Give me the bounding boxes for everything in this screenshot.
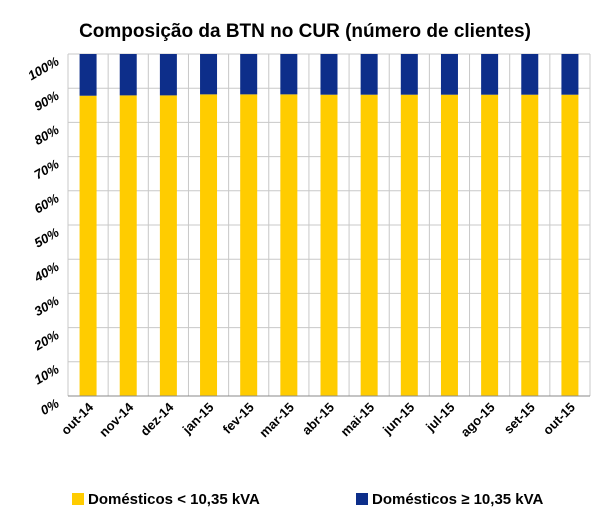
legend-label: Domésticos < 10,35 kVA xyxy=(88,491,260,508)
x-tick-label: ago-15 xyxy=(457,400,497,440)
bar-segment xyxy=(521,54,539,95)
legend-swatch xyxy=(356,493,368,505)
y-tick-label: 30% xyxy=(31,293,61,319)
bar-segment xyxy=(240,94,258,396)
y-tick-label: 80% xyxy=(31,122,61,148)
bar-segment xyxy=(320,54,338,95)
bar-segment xyxy=(481,54,499,95)
bar-segment xyxy=(400,54,418,95)
bar-segment xyxy=(79,95,97,396)
y-tick-label: 10% xyxy=(31,361,61,387)
y-tick-label: 0% xyxy=(38,395,62,418)
bar-segment xyxy=(79,54,97,96)
x-tick-label: out-15 xyxy=(540,400,578,438)
y-tick-label: 50% xyxy=(31,224,61,250)
legend-label: Domésticos ≥ 10,35 kVA xyxy=(372,491,544,508)
bar-segment xyxy=(119,95,137,396)
y-tick-label: 90% xyxy=(31,88,61,114)
x-tick-label: jul-15 xyxy=(422,400,457,435)
legend-swatch xyxy=(72,493,84,505)
y-tick-label: 60% xyxy=(31,190,61,216)
bar-segment xyxy=(561,54,579,95)
x-tick-label: mai-15 xyxy=(338,400,378,440)
y-tick-label: 20% xyxy=(31,327,62,354)
x-tick-label: dez-14 xyxy=(137,399,177,439)
x-tick-label: jun-15 xyxy=(379,400,417,438)
x-tick-label: nov-14 xyxy=(96,399,137,440)
bar-segment xyxy=(360,54,378,95)
bar-segment xyxy=(360,94,378,396)
y-tick-label: 100% xyxy=(25,53,62,83)
bar-segment xyxy=(481,94,499,396)
x-tick-label: set-15 xyxy=(501,400,538,437)
bar-segment xyxy=(440,54,458,95)
x-tick-label: jan-15 xyxy=(179,400,217,438)
bar-segment xyxy=(440,94,458,396)
bar-segment xyxy=(240,54,258,95)
bar-segment xyxy=(159,54,177,96)
bar-segment xyxy=(521,94,539,396)
x-tick-label: fev-15 xyxy=(220,400,257,437)
bar-segment xyxy=(280,94,298,396)
bar-segment xyxy=(561,94,579,396)
x-tick-label: out-14 xyxy=(58,399,97,438)
bar-segment xyxy=(280,54,298,95)
x-tick-label: abr-15 xyxy=(299,400,337,438)
bar-segment xyxy=(200,54,218,95)
bar-segment xyxy=(200,94,218,396)
bar-segment xyxy=(400,94,418,396)
y-tick-label: 40% xyxy=(31,259,62,286)
chart-title: Composição da BTN no CUR (número de clie… xyxy=(79,21,531,42)
bar-segment xyxy=(159,95,177,396)
bar-segment xyxy=(320,94,338,396)
y-tick-label: 70% xyxy=(31,156,61,182)
bar-segment xyxy=(119,54,137,96)
x-tick-label: mar-15 xyxy=(256,400,297,441)
